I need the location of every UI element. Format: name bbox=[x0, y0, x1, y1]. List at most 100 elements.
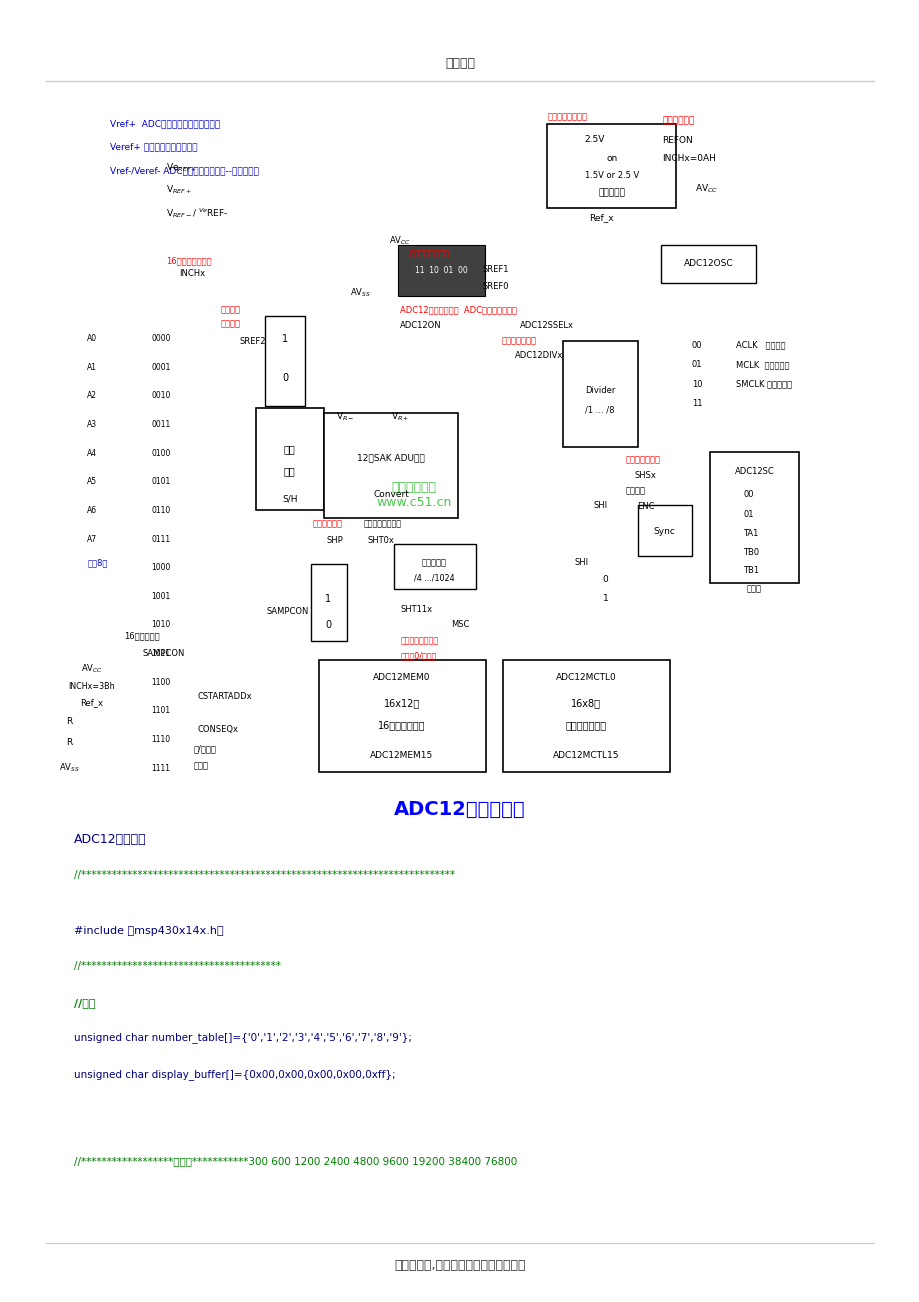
Text: AV$_{CC}$: AV$_{CC}$ bbox=[81, 663, 103, 676]
Text: 1100: 1100 bbox=[152, 678, 170, 686]
Text: TB1: TB1 bbox=[743, 566, 759, 574]
FancyBboxPatch shape bbox=[503, 660, 669, 772]
Text: #include 〈msp430x14x.h〉: #include 〈msp430x14x.h〉 bbox=[74, 926, 223, 936]
Text: 16路存贮缓冲区: 16路存贮缓冲区 bbox=[378, 720, 425, 730]
Text: V$_{R-}$: V$_{R-}$ bbox=[335, 410, 354, 423]
Text: Ref_x: Ref_x bbox=[588, 214, 613, 221]
Text: ADC12内核开关控制  ADC内核时钟源选择: ADC12内核开关控制 ADC内核时钟源选择 bbox=[400, 306, 516, 314]
Text: 00: 00 bbox=[691, 341, 701, 349]
Text: 0: 0 bbox=[282, 372, 288, 383]
Text: INCHx: INCHx bbox=[179, 270, 205, 277]
Text: 采样信号选择: 采样信号选择 bbox=[312, 519, 343, 527]
FancyBboxPatch shape bbox=[323, 413, 458, 518]
Text: AV$_{CC}$: AV$_{CC}$ bbox=[389, 234, 411, 247]
Text: ADC12DIVx: ADC12DIVx bbox=[515, 352, 563, 359]
Text: //******************波特率***********300 600 1200 2400 4800 9600 19200 38400 76800: //******************波特率***********300 60… bbox=[74, 1156, 516, 1167]
Text: 参考电压: 参考电压 bbox=[221, 306, 241, 314]
Text: 1101: 1101 bbox=[152, 707, 170, 715]
Text: A6: A6 bbox=[86, 506, 97, 514]
Text: 保持: 保持 bbox=[284, 466, 295, 477]
FancyBboxPatch shape bbox=[398, 245, 484, 296]
FancyBboxPatch shape bbox=[562, 341, 637, 447]
Text: 11: 11 bbox=[691, 400, 701, 408]
Text: 小部8路: 小部8路 bbox=[87, 559, 108, 566]
Text: SAMPCON: SAMPCON bbox=[142, 650, 185, 658]
Text: 0011: 0011 bbox=[152, 421, 170, 428]
Text: SHT11x: SHT11x bbox=[400, 605, 432, 613]
FancyBboxPatch shape bbox=[709, 452, 798, 583]
Text: 01: 01 bbox=[743, 510, 753, 518]
Text: 源选择位: 源选择位 bbox=[221, 320, 241, 328]
Text: A3: A3 bbox=[86, 421, 97, 428]
Text: INCHx=3Bh: INCHx=3Bh bbox=[69, 682, 115, 690]
Text: 10: 10 bbox=[691, 380, 701, 388]
Text: //***************************************: //**************************************… bbox=[74, 961, 280, 971]
FancyBboxPatch shape bbox=[74, 104, 873, 781]
Text: 1: 1 bbox=[325, 594, 331, 604]
Text: AV$_{SS}$: AV$_{SS}$ bbox=[59, 762, 79, 775]
Text: 1001: 1001 bbox=[152, 592, 170, 600]
Text: S/H: S/H bbox=[282, 495, 297, 503]
Text: AV$_{SS}$: AV$_{SS}$ bbox=[350, 286, 370, 299]
Text: SMCLK 子系统时钟: SMCLK 子系统时钟 bbox=[735, 380, 791, 388]
Text: Sync: Sync bbox=[652, 527, 675, 535]
Text: 触发源: 触发源 bbox=[746, 585, 761, 592]
Text: 定时器0/转换位: 定时器0/转换位 bbox=[400, 652, 436, 660]
Text: SREF1: SREF1 bbox=[482, 266, 509, 273]
Text: A2: A2 bbox=[87, 392, 96, 400]
Text: 1010: 1010 bbox=[152, 621, 170, 629]
Text: //*************************************************************************: //**************************************… bbox=[74, 870, 454, 880]
Text: 参考电压源选择位: 参考电压源选择位 bbox=[409, 250, 448, 258]
Text: on: on bbox=[606, 155, 617, 163]
Text: A5: A5 bbox=[86, 478, 97, 486]
FancyBboxPatch shape bbox=[255, 408, 323, 510]
Text: A4: A4 bbox=[86, 449, 97, 457]
Text: 转换允许: 转换允许 bbox=[625, 487, 645, 495]
Text: 16x12位: 16x12位 bbox=[383, 698, 420, 708]
Text: ADC12SC: ADC12SC bbox=[733, 467, 774, 475]
Text: INCHx=0AH: INCHx=0AH bbox=[662, 155, 716, 163]
Text: 16位模拟开关: 16位模拟开关 bbox=[124, 631, 160, 639]
Text: TB0: TB0 bbox=[743, 548, 759, 556]
Text: 0: 0 bbox=[325, 620, 331, 630]
FancyBboxPatch shape bbox=[311, 564, 346, 641]
Text: TA1: TA1 bbox=[743, 530, 758, 538]
Text: 1000: 1000 bbox=[151, 564, 171, 572]
Text: /1 ... /8: /1 ... /8 bbox=[584, 406, 614, 414]
Text: CONSEQx: CONSEQx bbox=[198, 725, 239, 733]
Text: ADC12ON: ADC12ON bbox=[400, 322, 441, 329]
Text: ADC12OSC: ADC12OSC bbox=[683, 259, 732, 267]
Text: SREF2: SREF2 bbox=[239, 337, 266, 345]
Text: SHP: SHP bbox=[326, 536, 343, 544]
Text: ADC12SSELx: ADC12SSELx bbox=[519, 322, 573, 329]
Text: CSTARTADDx: CSTARTADDx bbox=[198, 693, 252, 700]
Text: SHI: SHI bbox=[593, 501, 607, 509]
Text: 16路信号择选控制: 16路信号择选控制 bbox=[165, 256, 211, 264]
Text: 采样保持多次采样: 采样保持多次采样 bbox=[400, 637, 437, 644]
Text: ADC12MEM0: ADC12MEM0 bbox=[373, 673, 430, 681]
Text: 11  10  01  00: 11 10 01 00 bbox=[414, 267, 468, 275]
Text: Convert: Convert bbox=[373, 491, 408, 499]
Text: 0110: 0110 bbox=[152, 506, 170, 514]
Text: 1110: 1110 bbox=[152, 736, 170, 743]
Text: A0: A0 bbox=[86, 335, 97, 342]
Text: 电压参考源: 电压参考源 bbox=[597, 189, 625, 197]
Text: 内部参考电压控制: 内部参考电压控制 bbox=[547, 113, 586, 121]
Text: Divider: Divider bbox=[584, 387, 615, 395]
Text: 0: 0 bbox=[602, 575, 607, 583]
Text: 0111: 0111 bbox=[152, 535, 170, 543]
Text: 换模式: 换模式 bbox=[193, 762, 208, 769]
Text: Veref+ 外部参考源的正输入端: Veref+ 外部参考源的正输入端 bbox=[110, 143, 198, 151]
Text: V$_{REF+}$: V$_{REF+}$ bbox=[165, 184, 191, 197]
Text: ADC12MCTL0: ADC12MCTL0 bbox=[555, 673, 616, 681]
Text: A7: A7 bbox=[86, 535, 97, 543]
Text: 1: 1 bbox=[602, 595, 607, 603]
Text: 2.5V: 2.5V bbox=[584, 135, 604, 143]
Text: Vref-/Veref- ADC内部参考电源负端--内部或外部: Vref-/Veref- ADC内部参考电源负端--内部或外部 bbox=[110, 167, 259, 174]
Text: A1: A1 bbox=[87, 363, 96, 371]
Text: MSC: MSC bbox=[450, 621, 469, 629]
Text: 参考电压控制: 参考电压控制 bbox=[662, 117, 694, 125]
Text: V$_{REF-}$/ $^{Ve}$REF-: V$_{REF-}$/ $^{Ve}$REF- bbox=[165, 207, 228, 220]
Text: 00: 00 bbox=[743, 491, 753, 499]
FancyBboxPatch shape bbox=[660, 245, 755, 283]
